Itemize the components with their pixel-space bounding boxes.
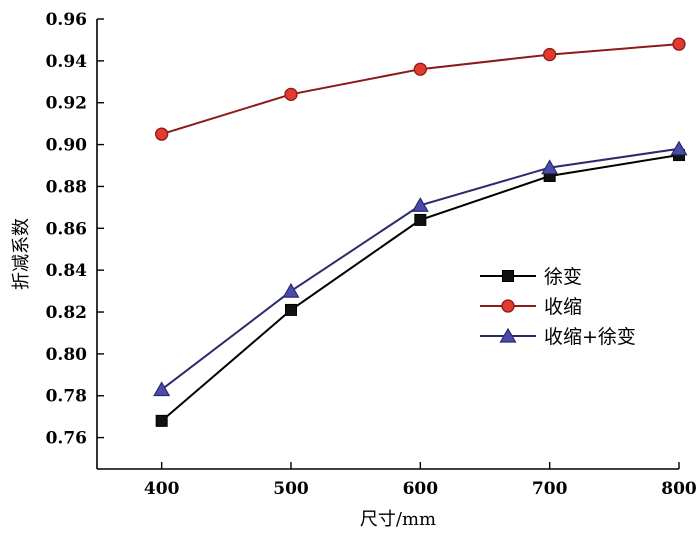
series-line [161,154,680,422]
y-tick-label: 0.84 [46,261,88,281]
x-tick-label: 700 [532,479,568,499]
y-tick-label: 0.86 [46,219,87,239]
data-point [414,213,427,226]
y-tick-label: 0.92 [46,94,87,114]
data-point [672,37,686,51]
axes: 0.96 0.94 0.92 0.90 0.88 0.86 0.84 0.82 0.80 0.78… [46,10,697,499]
y-tick-label: 0.96 [46,10,87,30]
y-tick-label: 0.80 [46,345,88,365]
legend-label: 收缩 [544,296,582,318]
series-1 [155,149,685,427]
legend-entry: 徐变 [480,266,582,288]
data-point [155,127,169,141]
data-point [411,197,429,212]
x-tick-label: 400 [144,479,180,499]
data-point [155,414,168,427]
data-point [541,159,559,175]
y-tick-label: 0.82 [46,303,87,323]
data-point [543,47,557,62]
legend-entry: 收缩 [480,296,582,318]
y-tick-label: 0.76 [46,429,87,449]
series-2 [155,37,686,141]
y-tick-label: 0.78 [46,387,87,407]
x-axis-title: 尺寸/mm [360,509,436,530]
legend-marker [502,270,514,282]
x-tick-label: 500 [273,479,309,499]
legend-label: 收缩+徐变 [544,326,636,348]
y-tick-label: 0.88 [46,177,87,197]
data-point [413,62,427,76]
y-tick-label: 0.90 [46,136,88,156]
x-tick-label: 800 [661,479,697,499]
legend-entry: 收缩+徐变 [480,326,636,348]
y-axis-title: 折减系数 [11,218,32,290]
x-tick-label: 600 [403,479,439,499]
data-point [285,303,297,316]
series-line [161,43,680,136]
legend-marker [501,299,515,313]
series-layer [153,37,688,427]
data-point [284,87,298,101]
legend-label: 徐变 [544,266,582,288]
y-tick-label: 0.94 [46,52,88,72]
data-point [153,381,171,397]
data-point [282,282,300,298]
data-point [670,140,688,156]
legend-marker [499,327,517,343]
series-3 [153,140,688,397]
